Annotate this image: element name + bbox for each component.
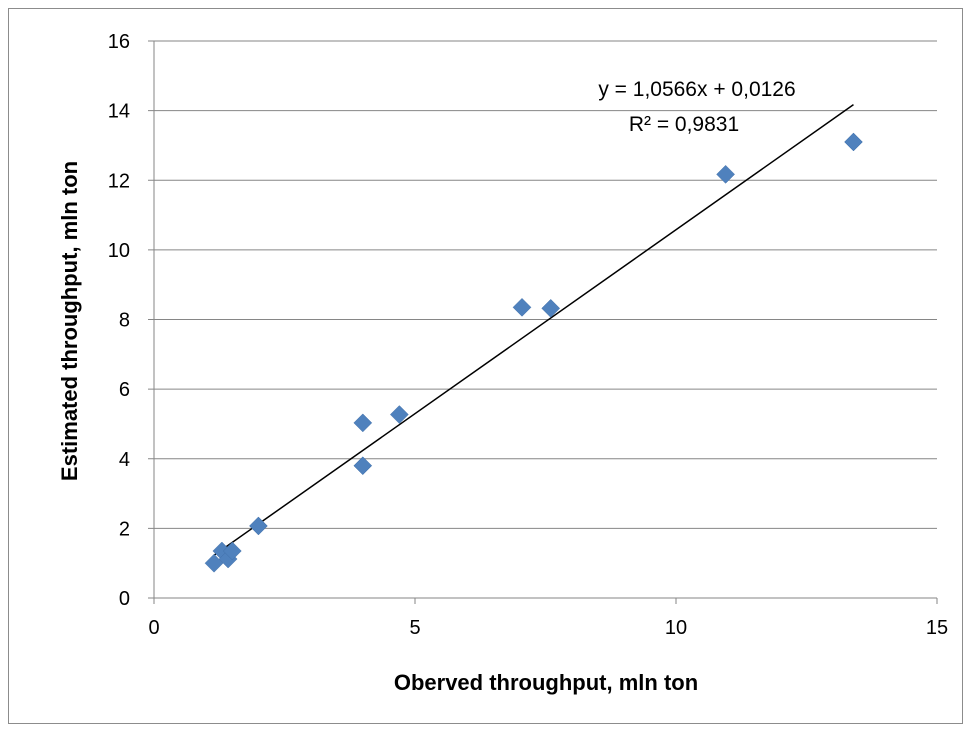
data-point <box>844 132 863 152</box>
data-point <box>222 541 242 561</box>
y-tick-label: 4 <box>119 449 130 471</box>
x-tick-label: 0 <box>148 617 159 639</box>
x-axis-title: Oberved throughput, mln ton <box>394 670 698 695</box>
gridlines <box>154 40 937 529</box>
y-tick-label: 16 <box>108 31 130 53</box>
trendline-equation: y = 1,0566x + 0,0126 <box>598 78 795 101</box>
y-tick-label: 0 <box>119 588 130 610</box>
x-tick-labels: 0 5 10 15 <box>148 617 948 639</box>
y-tick-label: 10 <box>108 240 130 262</box>
y-tick-label: 12 <box>108 170 130 192</box>
data-point <box>353 456 373 476</box>
x-tick-label: 5 <box>409 617 420 639</box>
trendline-group <box>213 104 854 556</box>
data-point <box>512 297 532 317</box>
axes <box>148 40 938 604</box>
trendline <box>213 104 854 556</box>
y-tick-label: 6 <box>119 379 130 401</box>
data-points <box>204 132 863 573</box>
chart-frame <box>8 8 963 724</box>
y-tick-label: 2 <box>119 518 130 540</box>
y-tick-label: 14 <box>108 101 130 123</box>
data-point <box>716 164 735 184</box>
y-axis-title: Estimated throughput, mln ton <box>57 161 82 481</box>
x-tick-label: 15 <box>926 617 948 639</box>
data-point <box>389 405 409 424</box>
y-tick-label: 8 <box>119 310 130 332</box>
data-point <box>353 413 373 433</box>
x-tick-label: 10 <box>665 617 687 639</box>
data-point <box>249 516 268 536</box>
trendline-r-squared: R² = 0,9831 <box>629 113 739 136</box>
y-tick-labels: 0 2 4 6 8 10 12 14 16 <box>108 31 130 610</box>
data-point <box>541 299 561 318</box>
